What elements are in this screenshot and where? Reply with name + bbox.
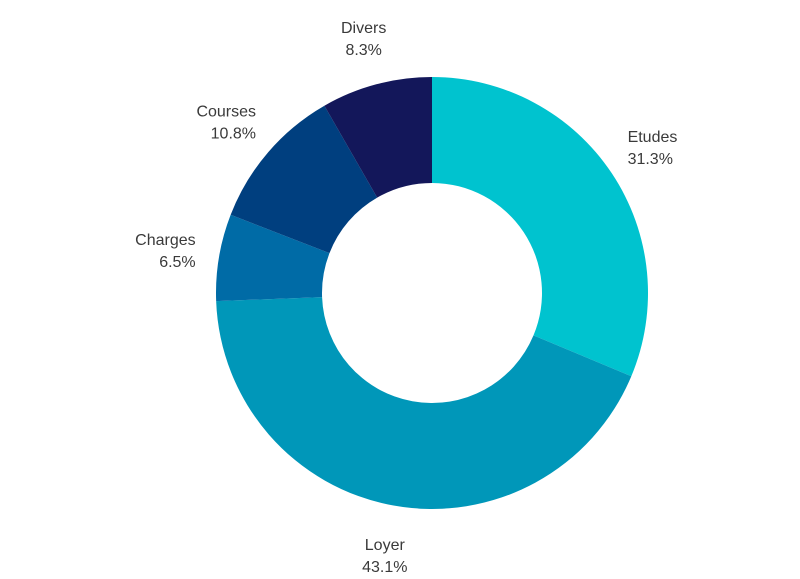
slice-loyer (216, 297, 632, 509)
slice-charges (216, 214, 330, 302)
slice-label-etudes: Etudes (628, 129, 678, 146)
slice-value-courses: 10.8% (211, 125, 256, 142)
slice-label-courses: Courses (196, 103, 256, 120)
slice-label-loyer: Loyer (365, 537, 406, 554)
slice-courses (230, 105, 378, 254)
slice-labels: Etudes 31.3% Loyer 43.1% Charges 6.5% Courses 1… (135, 20, 677, 576)
slice-value-loyer: 43.1% (362, 559, 407, 576)
slice-etudes (432, 77, 648, 377)
slice-divers (324, 77, 432, 198)
slice-value-divers: 8.3% (345, 42, 381, 59)
donut-slices (216, 77, 648, 509)
slice-label-charges: Charges (135, 232, 195, 249)
slice-value-etudes: 31.3% (628, 151, 673, 168)
slice-value-charges: 6.5% (159, 254, 195, 271)
slice-label-divers: Divers (341, 20, 386, 37)
